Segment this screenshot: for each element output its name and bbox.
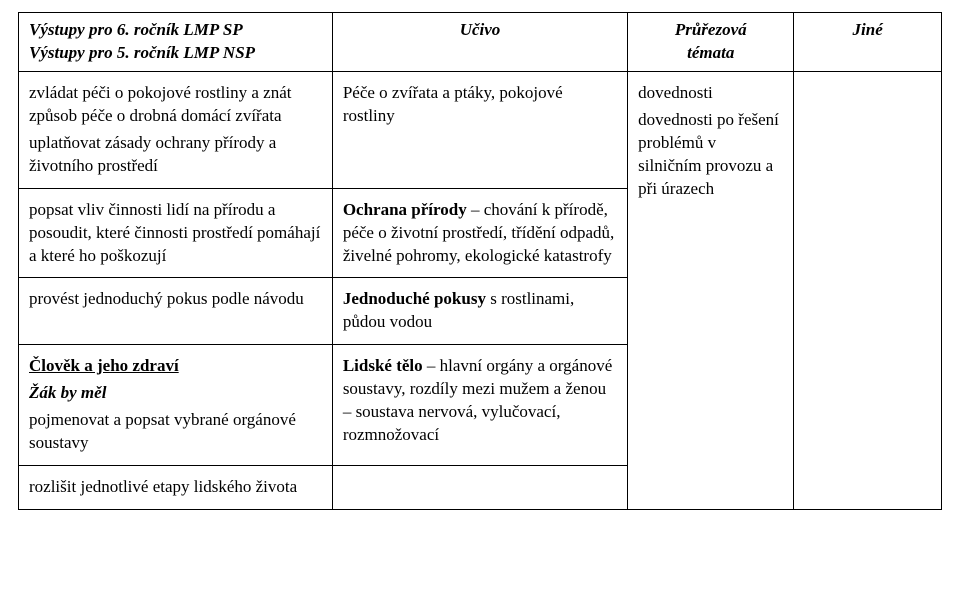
cell-outputs: zvládat péči o pokojové rostliny a znát … <box>19 71 333 188</box>
cell-outputs: popsat vliv činnosti lidí na přírodu a p… <box>19 188 333 278</box>
header-prurezova: Průřezovátémata <box>628 13 794 72</box>
page: Výstupy pro 6. ročník LMP SPVýstupy pro … <box>0 0 960 528</box>
header-prurezova-line2: témata <box>638 42 783 65</box>
cell-ucivo: Lidské tělo – hlavní orgány a orgánové s… <box>332 345 627 466</box>
header-outputs: Výstupy pro 6. ročník LMP SPVýstupy pro … <box>19 13 333 72</box>
cell-jine <box>794 71 942 509</box>
header-outputs-line1: Výstupy pro 6. ročník LMP SP <box>29 19 322 42</box>
header-ucivo-label: Učivo <box>343 19 617 42</box>
table-row: zvládat péči o pokojové rostliny a znát … <box>19 71 942 188</box>
curriculum-table: Výstupy pro 6. ročník LMP SPVýstupy pro … <box>18 12 942 510</box>
table-header-row: Výstupy pro 6. ročník LMP SPVýstupy pro … <box>19 13 942 72</box>
header-ucivo: Učivo <box>332 13 627 72</box>
header-outputs-line2: Výstupy pro 5. ročník LMP NSP <box>29 42 322 65</box>
header-jine: Jiné <box>794 13 942 72</box>
cell-ucivo: Péče o zvířata a ptáky, pokojové rostlin… <box>332 71 627 188</box>
cell-ucivo <box>332 466 627 510</box>
cell-outputs: rozlišit jednotlivé etapy lidského život… <box>19 466 333 510</box>
cell-prurezova: dovednostidovednosti po řešení problémů … <box>628 71 794 509</box>
header-jine-label: Jiné <box>804 19 931 42</box>
cell-ucivo: Jednoduché pokusy s rostlinami, půdou vo… <box>332 278 627 345</box>
cell-ucivo: Ochrana přírody – chování k přírodě, péč… <box>332 188 627 278</box>
cell-outputs: Člověk a jeho zdravíŽák by mělpojmenovat… <box>19 345 333 466</box>
header-prurezova-line1: Průřezová <box>638 19 783 42</box>
cell-outputs: provést jednoduchý pokus podle návodu <box>19 278 333 345</box>
